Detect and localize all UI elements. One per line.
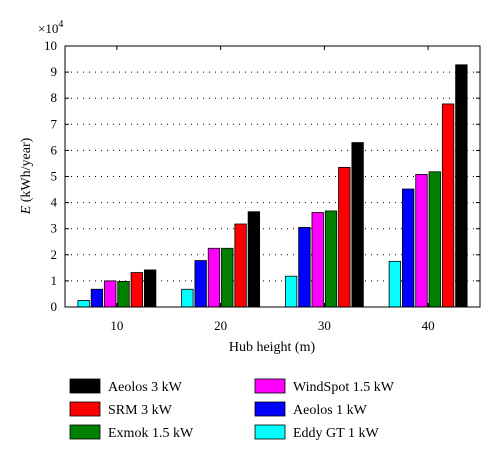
legend-swatch [69,424,101,440]
bar [181,288,194,308]
bar [388,260,402,308]
legend-label: WindSpot 1.5 kW [293,380,395,395]
legend-swatch [254,424,286,440]
y-tick-label: 0 [51,299,58,314]
x-tick-label: 30 [318,318,331,333]
bar [77,300,90,308]
bar [455,64,468,308]
y-axis-label: E (kWh/year) [19,137,34,215]
x-tick-label: 40 [422,318,435,333]
y-tick-label: 3 [51,221,58,236]
bar [90,288,104,308]
bar [415,174,428,308]
x-ticks: 10 20 30 40 [110,46,435,333]
legend-item: WindSpot 1.5 kW [254,378,395,395]
bars [77,64,468,308]
bar [351,142,364,308]
bar [311,212,324,308]
y-tick-label: 4 [51,195,58,210]
bar [207,247,221,308]
bar [143,269,157,308]
bar [324,210,338,308]
y-tick-label: 2 [51,247,58,262]
bar [298,226,311,308]
legend-label: Aeolos 1 kW [293,403,368,418]
y-tick-label: 1 [51,273,58,288]
legend-item: SRM 3 kW [69,401,173,418]
y-tick-label: 10 [44,38,57,53]
bar [104,280,117,308]
legend-label: Exmok 1.5 kW [108,426,194,441]
bar [117,281,130,308]
bar [338,166,351,308]
legend-swatch [254,378,286,394]
bar [441,103,455,308]
y-multiplier: ×104 [38,19,63,36]
bar [221,247,234,308]
x-tick-label: 20 [214,318,227,333]
bar [284,275,298,308]
legend-label: Eddy GT 1 kW [293,426,379,441]
y-tick-label: 8 [51,90,58,105]
legend-label: SRM 3 kW [108,403,173,418]
legend-item: Aeolos 3 kW [69,378,183,395]
y-tick-label: 7 [51,116,58,131]
legend-swatch [69,401,101,417]
legend: Aeolos 3 kW SRM 3 kW Exmok 1.5 kW WindSpot … [69,378,395,441]
y-tick-label: 5 [51,169,58,184]
x-tick-label: 10 [110,318,123,333]
bar [402,188,415,308]
legend-label: Aeolos 3 kW [108,380,183,395]
legend-swatch [69,378,101,394]
legend-item: Eddy GT 1 kW [254,424,379,441]
legend-item: Aeolos 1 kW [254,401,368,418]
x-axis-label: Hub height (m) [229,340,316,355]
bar [130,272,143,308]
y-tick-label: 9 [51,64,58,79]
y-ticks: 0 1 2 3 4 5 6 7 8 9 10 [44,38,480,314]
bar [194,260,207,308]
bar [234,223,247,308]
y-tick-label: 6 [51,142,58,157]
bar [247,211,261,308]
legend-swatch [254,401,286,417]
legend-item: Exmok 1.5 kW [69,424,194,441]
bar [428,171,441,308]
